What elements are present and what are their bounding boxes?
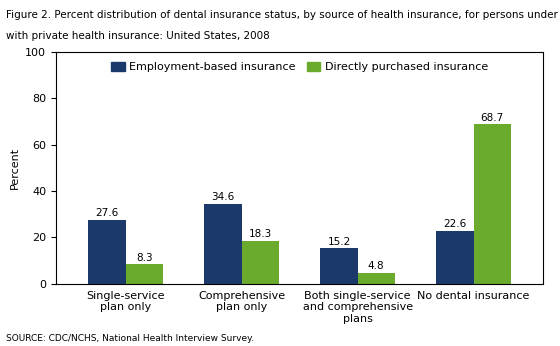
Text: 4.8: 4.8 bbox=[368, 261, 385, 271]
Text: 34.6: 34.6 bbox=[212, 192, 235, 202]
Text: 68.7: 68.7 bbox=[480, 112, 504, 122]
Bar bbox=[88, 220, 125, 284]
Text: 22.6: 22.6 bbox=[444, 219, 466, 229]
Bar bbox=[474, 125, 511, 284]
Text: 8.3: 8.3 bbox=[136, 253, 152, 263]
Bar bbox=[320, 248, 358, 284]
Y-axis label: Percent: Percent bbox=[10, 147, 20, 189]
Bar bbox=[204, 203, 241, 284]
Text: with private health insurance: United States, 2008: with private health insurance: United St… bbox=[6, 31, 269, 41]
Bar bbox=[125, 264, 163, 284]
Text: Figure 2. Percent distribution of dental insurance status, by source of health i: Figure 2. Percent distribution of dental… bbox=[6, 10, 560, 20]
Bar bbox=[436, 231, 474, 284]
Text: 18.3: 18.3 bbox=[249, 229, 272, 239]
Legend: Employment-based insurance, Directly purchased insurance: Employment-based insurance, Directly pur… bbox=[107, 57, 492, 77]
Text: 27.6: 27.6 bbox=[95, 208, 119, 218]
Bar bbox=[358, 273, 395, 284]
Bar bbox=[241, 241, 279, 284]
Text: 15.2: 15.2 bbox=[328, 237, 351, 247]
Text: SOURCE: CDC/NCHS, National Health Interview Survey.: SOURCE: CDC/NCHS, National Health Interv… bbox=[6, 334, 254, 343]
